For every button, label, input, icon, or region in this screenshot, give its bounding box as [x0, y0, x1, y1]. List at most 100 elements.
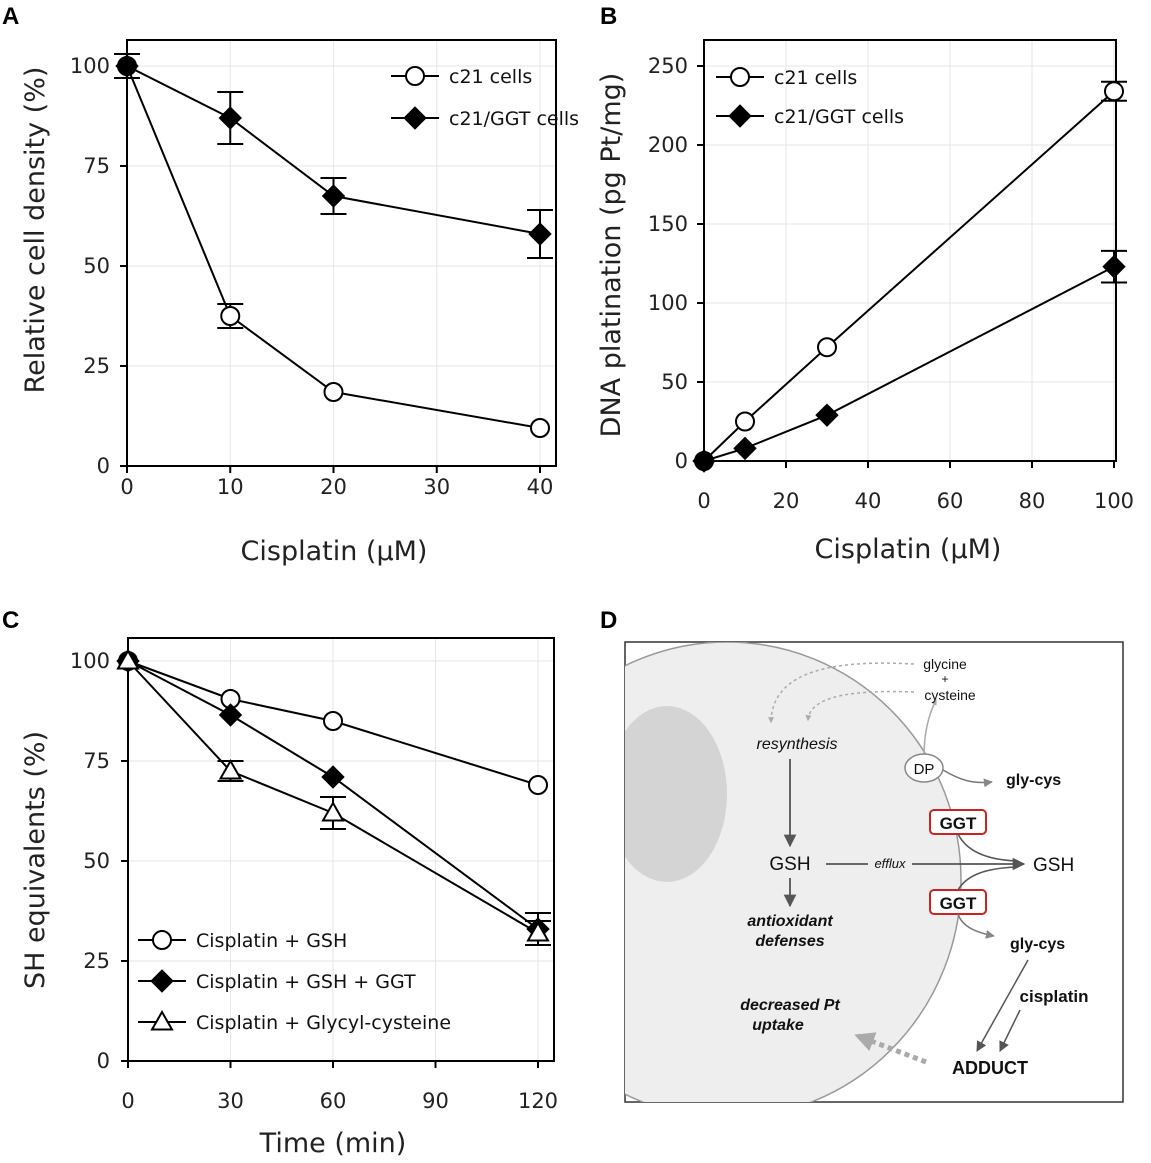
ggt-bottom-label: GGT — [940, 894, 977, 913]
chart-a-xtick-label: 30 — [423, 475, 450, 499]
chart-b-ytick-label: 150 — [648, 212, 688, 236]
cisplatin-to-adduct-arrow — [999, 1009, 1021, 1052]
ggt-top-to-gsh-curve — [957, 833, 1019, 862]
chart-b-legend-marker — [730, 67, 750, 87]
chart-b-ytick-label: 0 — [675, 449, 688, 473]
chart-a-data-point — [530, 418, 550, 438]
chart-b-legend-marker — [728, 104, 752, 128]
chart-c-data-point — [526, 920, 550, 942]
chart-a-grid — [126, 40, 556, 467]
chart-c-xtick-label: 0 — [121, 1089, 134, 1113]
dp-node — [904, 753, 944, 783]
chart-c-xtick-label: 60 — [320, 1089, 347, 1113]
chart-b-xtick-label: 80 — [1019, 489, 1046, 513]
chart-b-legend-label: c21/GGT cells — [774, 106, 904, 128]
cysteine-label: cysteine — [924, 687, 976, 703]
chart-b-y-axis-title: DNA platination (pg Pt/mg) — [596, 73, 627, 438]
chart-a-data-point — [115, 54, 139, 78]
chart-b-series-line — [703, 265, 1115, 462]
chart-c-ytick-label: 25 — [83, 949, 110, 973]
chart-c-grid — [127, 638, 554, 1062]
chart-c-plot-frame — [127, 637, 555, 1062]
plus-label: + — [941, 672, 948, 686]
cisplatin-label: cisplatin — [1020, 987, 1089, 1006]
chart-c-data-point — [321, 765, 345, 789]
cysteine-recycle-arrow — [805, 690, 915, 722]
chart-c-ytick-label: 75 — [83, 749, 110, 773]
efflux-label-bg — [868, 855, 912, 871]
resynthesis-label: resynthesis — [757, 736, 838, 753]
ggt-to-glycys-arrow — [957, 913, 995, 939]
efflux-label: efflux — [874, 856, 906, 871]
chart-a-data-point — [528, 222, 552, 246]
chart-c-data-point — [116, 648, 140, 670]
chart-c-x-axis-title: Time (min) — [259, 1128, 407, 1159]
chart-a-ytick-label: 0 — [97, 454, 110, 478]
chart-b-ytick-label: 100 — [648, 291, 688, 315]
panel-label-d: D — [600, 607, 617, 634]
chart-c-xtick-label: 90 — [422, 1089, 449, 1113]
chart-b-data-point — [1102, 254, 1126, 279]
chart-b-data-point — [733, 436, 757, 461]
ggt-bottom-to-gsh-curve — [957, 866, 1019, 891]
chart-c-xtick-label: 120 — [518, 1089, 558, 1113]
chart-c-legend-marker — [150, 969, 174, 993]
chart-a-data-point — [218, 106, 242, 130]
chart-c-data-point — [321, 800, 345, 822]
panel-label-a: A — [2, 3, 19, 30]
adduct-label: ADDUCT — [952, 1058, 1028, 1078]
chart-b-series-line — [703, 90, 1115, 462]
chart-c-ytick-label: 50 — [83, 849, 110, 873]
chart-b-series-1 — [694, 80, 1127, 471]
chart-c-data-point — [218, 758, 243, 780]
chart-b-legend: c21 cells c21/GGT cells — [716, 67, 904, 128]
glycys-to-adduct-arrow — [976, 959, 1029, 1052]
dp-to-cysteine-arrow — [923, 698, 937, 757]
chart-b-ytick-label: 200 — [648, 133, 688, 157]
chart-c-data-point — [528, 775, 548, 795]
decreased-label-line1: decreased Pt — [740, 997, 840, 1014]
chart-a-legend-marker — [405, 66, 425, 86]
diagram-d-ggt-mechanism: glycine + cysteine resynthesis DP gly-cy… — [624, 641, 1124, 1103]
chart-b-data-point — [815, 403, 839, 427]
chart-c-legend-marker — [150, 1009, 174, 1031]
chart-c-xtick-label: 30 — [217, 1089, 244, 1113]
chart-c-ytick-label: 0 — [97, 1049, 110, 1073]
chart-a-data-point — [220, 306, 241, 326]
chart-a-x-axis-title: Cisplatin (μM) — [241, 536, 428, 567]
panel-label-b: B — [600, 3, 617, 30]
decreased-label-line2: uptake — [752, 1017, 804, 1034]
glycine-recycle-arrow — [768, 662, 915, 724]
chart-c-legend-label: Cisplatin + GSH + GGT — [196, 971, 416, 993]
chart-a-data-point — [323, 382, 344, 402]
chart-a-y-axis-title: Relative cell density (%) — [20, 67, 51, 394]
panel-label-c: C — [2, 607, 19, 634]
chart-b-xtick-label: 40 — [855, 489, 882, 513]
ggt-top-label: GGT — [940, 814, 977, 833]
chart-a-legend-label: c21 cells — [449, 66, 532, 88]
chart-b-ytick-label: 50 — [661, 370, 688, 394]
glycine-label: glycine — [923, 656, 967, 672]
chart-c-legend-label: Cisplatin + Glycyl-cysteine — [196, 1012, 451, 1034]
chart-b-ytick-label: 250 — [648, 54, 688, 78]
nucleus — [625, 706, 727, 882]
chart-b-data-point — [1104, 81, 1124, 102]
chart-c-y-axis-title: SH equivalents (%) — [20, 731, 51, 989]
chart-a-legend: c21 cells c21/GGT cells — [391, 66, 579, 130]
chart-a-series-2 — [114, 53, 553, 259]
chart-c-ytick-label: 100 — [70, 649, 110, 673]
chart-c-legend: Cisplatin + GSH Cisplatin + GSH + GGT Cisp… — [138, 930, 451, 1034]
chart-b-xtick-label: 60 — [937, 489, 964, 513]
chart-c-sh-equivalents: 0 30 60 90 120 0 25 50 75 100 Time (min) SH equival… — [20, 637, 558, 1159]
chart-c-legend-label: Cisplatin + GSH — [196, 930, 347, 952]
decreased-uptake-arrow — [854, 1032, 927, 1065]
dp-label: DP — [914, 761, 935, 778]
chart-a-xtick-label: 0 — [120, 475, 133, 499]
gsh-inner-label: GSH — [769, 854, 810, 875]
chart-a-series-line — [126, 65, 541, 429]
gly-cys-bottom-label: gly-cys — [1010, 936, 1065, 953]
chart-c-legend-marker — [152, 930, 172, 950]
gsh-outer-label: GSH — [1033, 855, 1074, 876]
chart-c-data-point — [323, 711, 343, 731]
